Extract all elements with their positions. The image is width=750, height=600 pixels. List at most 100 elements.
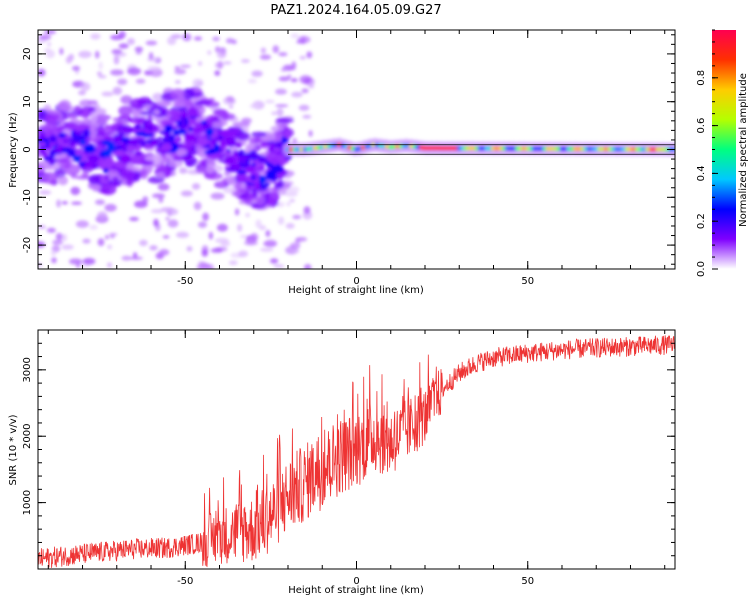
heatmap-cell — [174, 66, 180, 70]
heatmap-cell — [303, 78, 311, 83]
heatmap-cell — [185, 132, 196, 142]
colorbar-tick-label: 0.4 — [696, 165, 707, 181]
heatmap-cell — [202, 123, 211, 130]
heatmap-cell — [89, 111, 98, 124]
heatmap-cell — [129, 155, 145, 165]
heatmap-cell — [88, 126, 97, 138]
heatmap-cell — [69, 258, 83, 265]
heatmap-cell — [96, 71, 103, 76]
heatmap-cell — [81, 107, 90, 119]
heatmap-cell — [241, 59, 250, 63]
heatmap-cell — [157, 183, 170, 191]
heatmap-cell — [97, 211, 108, 220]
heatmap-cell — [206, 163, 215, 174]
y-tick-label: 2000 — [22, 423, 33, 448]
heatmap-cell — [191, 183, 201, 190]
heatmap-cell — [259, 54, 272, 60]
heatmap-cell — [273, 264, 285, 268]
heatmap-cell — [268, 158, 279, 164]
heatmap-cell — [308, 130, 313, 137]
heatmap-cell — [139, 111, 157, 116]
heatmap-cell — [271, 111, 277, 116]
heatmap-cell — [227, 174, 236, 186]
spectrogram-annotation-lines — [288, 144, 675, 155]
heatmap-cell — [134, 46, 143, 53]
heatmap-cell — [75, 220, 89, 228]
heatmap-cell — [59, 47, 64, 55]
heatmap-cell — [211, 121, 228, 127]
heatmap-cell — [276, 201, 285, 208]
heatmap-cell — [121, 255, 132, 261]
heatmap-cell — [263, 239, 278, 248]
heatmap-cell — [61, 141, 71, 147]
heatmap-cell — [118, 30, 126, 39]
heatmap-cell — [79, 99, 93, 108]
heatmap-cell — [152, 152, 162, 165]
heatmap-cell — [44, 129, 52, 138]
x-tick-label: 50 — [521, 276, 534, 287]
heatmap-cell — [225, 96, 235, 103]
heatmap-cell — [84, 161, 92, 168]
heatmap-cell — [120, 137, 131, 143]
heatmap-cell — [117, 78, 128, 86]
heatmap-cell — [45, 109, 62, 114]
heatmap-cell — [147, 176, 165, 184]
heatmap-cell — [110, 69, 124, 76]
heatmap-cell — [134, 200, 148, 208]
snr-x-label: Height of straight line (km) — [288, 585, 424, 596]
heatmap-cell — [289, 199, 296, 203]
heatmap-cell — [118, 43, 129, 49]
y-tick-label: 0 — [22, 146, 33, 152]
heatmap-cell — [95, 143, 102, 154]
heatmap-cell — [82, 128, 91, 138]
heatmap-cell — [147, 66, 161, 71]
heatmap-cell — [273, 146, 282, 152]
heatmap-cell — [70, 186, 81, 196]
heatmap-cell — [83, 144, 96, 154]
heatmap-cell — [78, 50, 92, 59]
heatmap-cell — [214, 70, 221, 76]
heatmap-cell — [158, 249, 170, 256]
heatmap-cell — [66, 148, 76, 157]
heatmap-cell — [175, 129, 187, 135]
heatmap-cell — [153, 218, 159, 227]
heatmap-cell — [291, 91, 303, 98]
heatmap-cell — [107, 169, 119, 178]
heatmap-cell — [251, 70, 263, 77]
heatmap-cell — [255, 195, 266, 205]
heatmap-cell — [254, 181, 261, 190]
heatmap-cell — [274, 154, 286, 160]
heatmap-cell — [57, 175, 69, 186]
heatmap-cell — [45, 49, 55, 59]
heatmap-cell — [265, 230, 271, 237]
heatmap-cell — [176, 148, 188, 157]
heatmap-cell — [71, 201, 82, 205]
heatmap-cell — [111, 49, 123, 55]
heatmap-cell — [250, 174, 257, 181]
x-tick-label: 0 — [353, 576, 359, 587]
heatmap-cell — [213, 143, 220, 153]
heatmap-cell — [220, 129, 232, 139]
heatmap-cell — [208, 231, 214, 240]
heatmap-cell — [100, 183, 117, 196]
heatmap-cell — [188, 107, 198, 118]
heatmap-cell — [81, 165, 94, 173]
heatmap-cell — [161, 143, 173, 152]
heatmap-cell — [113, 55, 120, 65]
snr-y-label: SNR (10 * v/v) — [8, 414, 19, 485]
heatmap-cell — [226, 136, 234, 144]
heatmap-cell — [158, 195, 164, 203]
heatmap-cell — [153, 109, 160, 115]
colorbar-label: Normalized spectral amplitude — [738, 73, 749, 227]
x-tick-label: -50 — [177, 276, 193, 287]
heatmap-cell — [206, 172, 223, 180]
heatmap-cell — [148, 52, 154, 61]
heatmap-cell — [54, 167, 66, 179]
heatmap-cell — [265, 99, 275, 104]
heatmap-cell — [120, 95, 133, 105]
heatmap-cell — [197, 135, 204, 145]
heatmap-cell — [95, 50, 100, 59]
heatmap-cell — [61, 244, 74, 250]
heatmap-cell — [249, 103, 259, 109]
heatmap-cell — [118, 105, 133, 116]
